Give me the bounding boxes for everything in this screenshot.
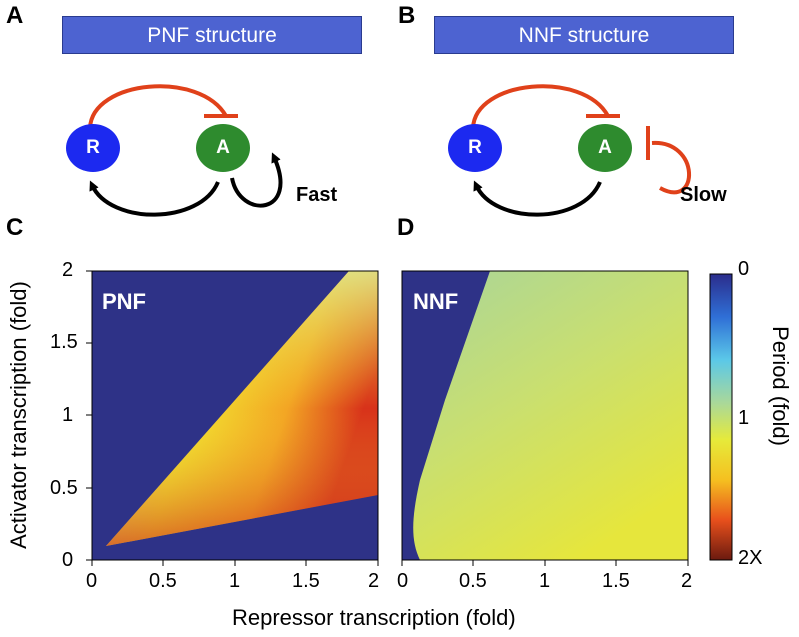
y-tick-2: 2 bbox=[62, 259, 74, 281]
nnf-self-repression-arrow bbox=[651, 140, 692, 195]
pnf-self-activation-arrow bbox=[230, 152, 283, 208]
colorbar-tick-bottom: 2X bbox=[738, 547, 763, 569]
pnf-structure-banner: PNF structure bbox=[62, 16, 362, 54]
nnf-activation-arrow bbox=[473, 180, 602, 217]
y-axis-label: Activator transcription (fold) bbox=[6, 281, 31, 549]
pnf-oscillation-shading bbox=[106, 271, 378, 546]
nnf-activator-node: A bbox=[578, 124, 632, 172]
pnf-repression-arrow bbox=[88, 84, 228, 129]
pnf-x-tick-2: 2 bbox=[368, 570, 380, 592]
panel-letter-a: A bbox=[6, 2, 24, 29]
pnf-activation-arrow bbox=[89, 180, 220, 217]
panel-letter-c: C bbox=[6, 214, 24, 241]
pnf-activator-node: A bbox=[196, 124, 250, 172]
y-tick-1: 1 bbox=[62, 404, 74, 426]
nnf-repression-arrow bbox=[471, 84, 610, 129]
nnf-x-tick-2: 2 bbox=[681, 570, 693, 592]
pnf-x-tick-1: 1 bbox=[229, 570, 241, 592]
x-axis-label: Repressor transcription (fold) bbox=[232, 605, 516, 630]
colorbar-tick-top: 0 bbox=[738, 258, 750, 280]
fast-label: Fast bbox=[296, 184, 338, 206]
y-tick-0.5: 0.5 bbox=[50, 477, 78, 499]
pnf-x-tick-1.5: 1.5 bbox=[292, 570, 320, 592]
colorbar-tick-mid: 1 bbox=[738, 407, 750, 429]
pnf-plot-label: PNF bbox=[102, 289, 146, 314]
panel-letter-b: B bbox=[398, 2, 416, 29]
pnf-x-tick-0: 0 bbox=[86, 570, 98, 592]
panel-letter-d: D bbox=[397, 214, 415, 241]
colorbar-label: Period (fold) bbox=[768, 326, 793, 446]
y-tick-0: 0 bbox=[62, 549, 74, 571]
y-tick-1.5: 1.5 bbox=[50, 331, 78, 353]
pnf-repressor-node: R bbox=[66, 124, 120, 172]
colorbar bbox=[709, 273, 733, 561]
nnf-repressor-node: R bbox=[448, 124, 502, 172]
nnf-x-tick-1: 1 bbox=[539, 570, 551, 592]
slow-label: Slow bbox=[680, 184, 727, 206]
nnf-x-tick-0.5: 0.5 bbox=[459, 570, 487, 592]
pnf-x-tick-0.5: 0.5 bbox=[149, 570, 177, 592]
nnf-oscillation-region bbox=[413, 271, 688, 560]
nnf-structure-banner: NNF structure bbox=[434, 16, 734, 54]
nnf-x-tick-0: 0 bbox=[397, 570, 409, 592]
nnf-x-tick-1.5: 1.5 bbox=[602, 570, 630, 592]
nnf-plot-label: NNF bbox=[413, 289, 459, 314]
